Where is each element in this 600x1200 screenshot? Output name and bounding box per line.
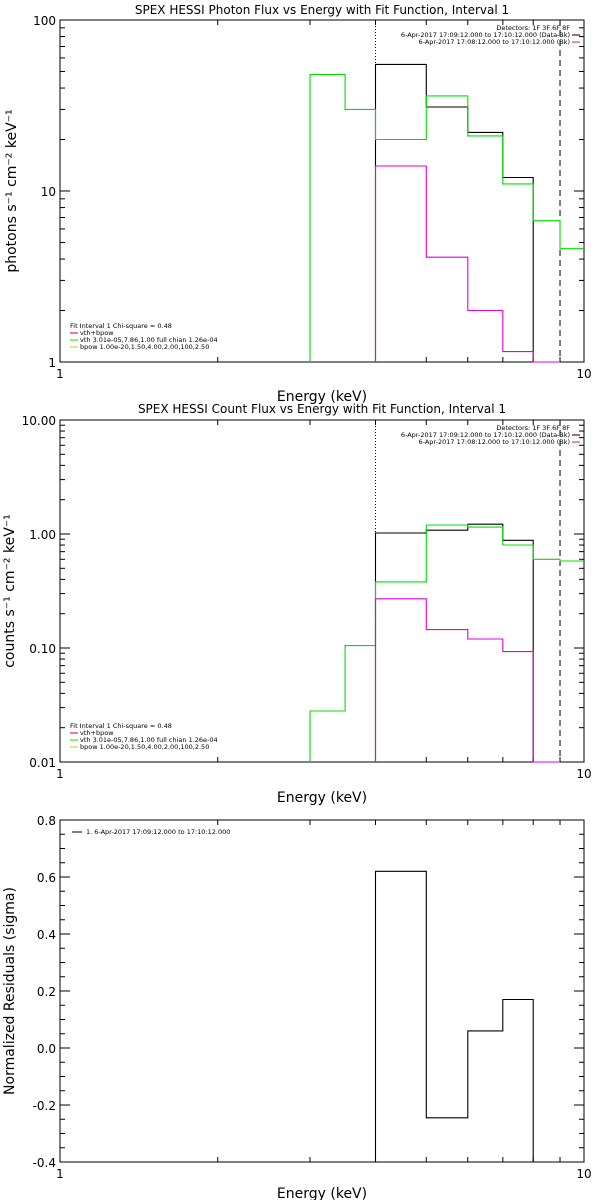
- photon-flux-y-axis-label: photons s⁻¹ cm⁻² keV⁻¹: [4, 109, 20, 272]
- count-flux-panel: SPEX HESSI Count Flux vs Energy with Fit…: [2, 402, 592, 806]
- residuals-y-axis-label: Normalized Residuals (sigma): [2, 887, 18, 1095]
- count-flux-x-tick-label: 1: [56, 767, 64, 781]
- residuals-y-tick-label: -0.4: [33, 1156, 56, 1170]
- residuals-x-tick-label: 10: [576, 1167, 591, 1181]
- photon-flux-legend-top-entry: Detectors: 1F 3F 6F 8F: [496, 24, 570, 32]
- count-flux-series-data: [374, 523, 560, 763]
- residuals-series-data: [374, 870, 560, 1163]
- residuals-y-tick-label: -0.2: [33, 1099, 56, 1113]
- photon-flux-y-tick-label: 10: [41, 185, 56, 199]
- count-flux-legend-top-entry: Detectors: 1F 3F 6F 8F: [496, 424, 570, 432]
- photon-flux-x-tick-label: 1: [56, 367, 64, 381]
- count-flux-plot-frame: [59, 419, 585, 763]
- photon-flux-legend-top-entry: 6-Apr-2017 17:08:12.000 to 17:10:12.000 …: [419, 38, 570, 46]
- photon-flux-legend-top-entry: 6-Apr-2017 17:09:12.000 to 17:10:12.000 …: [401, 31, 570, 39]
- photon-flux-panel: SPEX HESSI Photon Flux vs Energy with Fi…: [4, 3, 592, 405]
- residuals-x-axis-label: Energy (keV): [277, 1186, 367, 1200]
- photon-flux-series-vth: [374, 165, 560, 363]
- residuals-y-tick-label: 0.4: [37, 928, 56, 942]
- residuals-legend-entry: 1. 6-Apr-2017 17:09:12.000 to 17:10:12.0…: [86, 828, 230, 836]
- residuals-y-tick-label: 0.6: [37, 871, 56, 885]
- count-flux-y-tick-label: 1.00: [29, 528, 56, 542]
- residuals-y-tick-label: 0.8: [37, 814, 56, 828]
- photon-flux-legend-bottom-entry: vth+bpow: [80, 329, 114, 337]
- photon-flux-x-axis-label: Energy (keV): [277, 389, 367, 405]
- photon-flux-y-tick-label: 100: [33, 14, 56, 28]
- count-flux-y-axis-label: counts s⁻¹ cm⁻² keV⁻¹: [2, 514, 18, 668]
- count-flux-legend-bottom-entry: vth 3.01e-05,7.86,1.00 full chian 1.26e-…: [80, 736, 218, 744]
- photon-flux-series-vthbpow: [309, 73, 584, 362]
- count-flux-title: SPEX HESSI Count Flux vs Energy with Fit…: [138, 402, 506, 416]
- residuals-y-tick-label: 0.2: [37, 985, 56, 999]
- photon-flux-legend-bottom-entry: bpow 1.00e-20,1.50,4.00,2.00,100,2.50: [80, 343, 209, 351]
- photon-flux-x-tick-label: 10: [576, 367, 591, 381]
- count-flux-series-vthbpow: [309, 524, 584, 762]
- count-flux-legend-bottom-entry: Fit Interval 1 Chi-square = 0.48: [70, 722, 172, 730]
- photon-flux-title: SPEX HESSI Photon Flux vs Energy with Fi…: [135, 3, 509, 17]
- photon-flux-legend-bottom-entry: Fit Interval 1 Chi-square = 0.48: [70, 322, 172, 330]
- count-flux-y-tick-label: 10.00: [22, 414, 56, 428]
- count-flux-legend-bottom-entry: vth+bpow: [80, 729, 114, 737]
- residuals-plot-frame: [59, 819, 585, 1163]
- photon-flux-plot-frame: [59, 19, 585, 363]
- count-flux-x-tick-label: 10: [576, 767, 591, 781]
- residuals-x-tick-label: 1: [56, 1167, 64, 1181]
- count-flux-legend-top-entry: 6-Apr-2017 17:08:12.000 to 17:10:12.000 …: [419, 438, 570, 446]
- count-flux-y-tick-label: 0.10: [29, 642, 56, 656]
- photon-flux-legend-bottom-entry: vth 3.01e-05,7.86,1.00 full chian 1.26e-…: [80, 336, 218, 344]
- count-flux-legend-bottom-entry: bpow 1.00e-20,1.50,4.00,2.00,100,2.50: [80, 743, 209, 751]
- photon-flux-y-tick-label: 1: [48, 356, 56, 370]
- count-flux-y-tick-label: 0.01: [29, 756, 56, 770]
- count-flux-x-axis-label: Energy (keV): [277, 790, 367, 806]
- residuals-panel: Energy (keV) Normalized Residuals (sigma…: [2, 814, 592, 1200]
- residuals-y-tick-label: 0.0: [37, 1042, 56, 1056]
- count-flux-series-vth: [374, 598, 560, 763]
- count-flux-legend-top-entry: 6-Apr-2017 17:09:12.000 to 17:10:12.000 …: [401, 431, 570, 439]
